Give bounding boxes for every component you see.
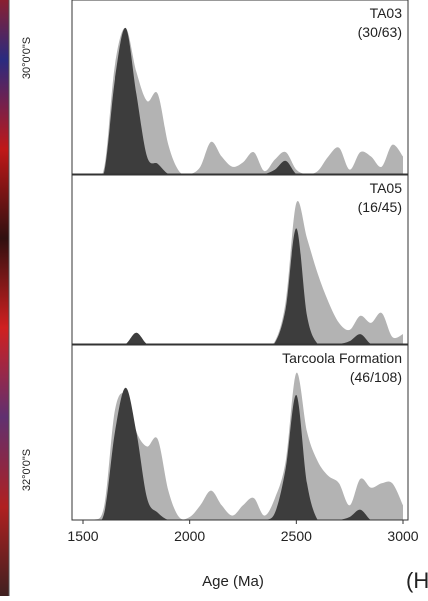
x-tick-label: 1500 <box>67 528 98 544</box>
panel-label: Tarcoola Formation <box>282 350 402 366</box>
lat-label: 30°0'0"S <box>21 37 33 79</box>
x-axis-label: Age (Ma) <box>202 573 264 590</box>
x-tick-label: 2000 <box>174 528 205 544</box>
panel-counts: (46/108) <box>350 369 402 385</box>
figure: 30°0'0"S 32°0'0"S (Ho TA03 (30/63) TA05 (16… <box>0 0 428 596</box>
density-area <box>83 201 403 345</box>
panel-counts: (30/63) <box>358 24 402 40</box>
page: {"map": {"lat_labels": ["30°0'0\"S", "32… <box>0 0 428 596</box>
lat-label: 32°0'0"S <box>21 449 33 491</box>
caption-fragment: (Ho <box>406 568 428 593</box>
panel-label: TA05 <box>370 180 403 196</box>
panel-label: TA03 <box>370 5 403 21</box>
map-strip <box>0 0 9 596</box>
x-tick-label: 2500 <box>281 528 312 544</box>
panel-counts: (16/45) <box>358 199 402 215</box>
x-tick-label: 3000 <box>387 528 418 544</box>
